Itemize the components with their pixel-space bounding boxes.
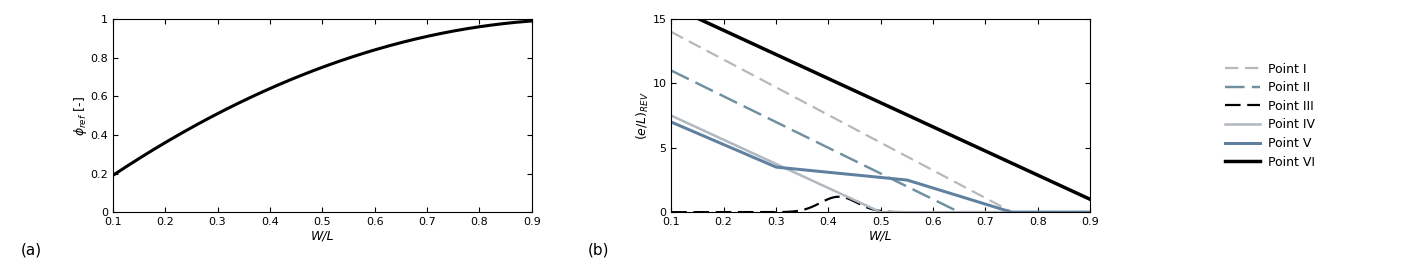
X-axis label: W/L: W/L (869, 230, 893, 243)
Text: (a): (a) (21, 243, 42, 258)
Text: (b): (b) (588, 243, 609, 258)
X-axis label: W/L: W/L (310, 230, 334, 243)
Legend: Point I, Point II, Point III, Point IV, Point V, Point VI: Point I, Point II, Point III, Point IV, … (1220, 58, 1320, 174)
Y-axis label: $(e/L)_{REV}$: $(e/L)_{REV}$ (634, 91, 651, 140)
Y-axis label: $\phi_{ref}$ [-]: $\phi_{ref}$ [-] (72, 96, 89, 135)
